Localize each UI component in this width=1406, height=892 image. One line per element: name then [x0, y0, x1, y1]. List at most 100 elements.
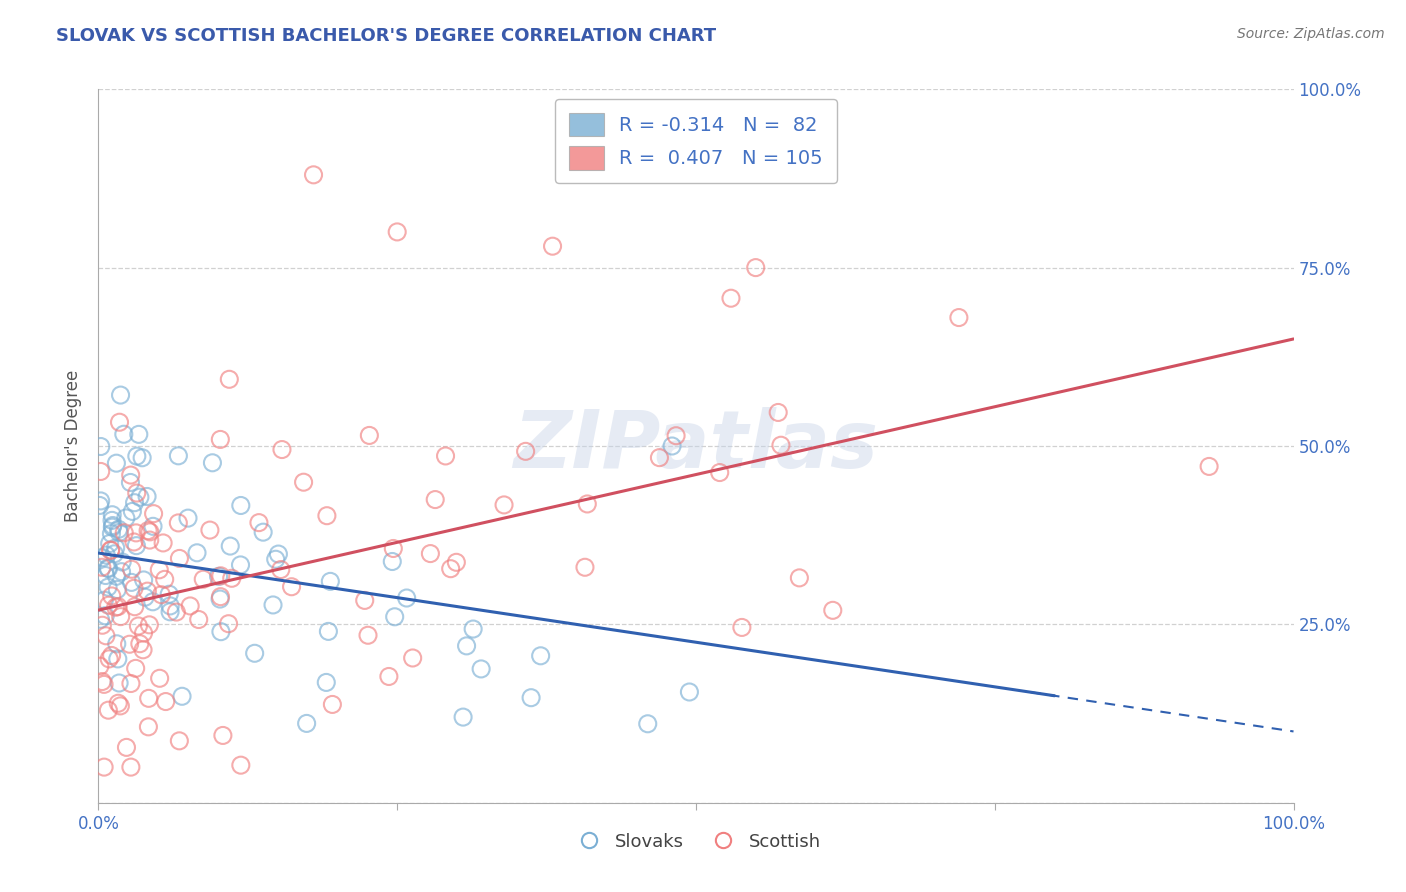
Point: [132, 642, 155, 657]
Point: [124, 496, 146, 510]
Point: [648, 450, 671, 465]
Point: [100, 526, 122, 541]
Point: [515, 444, 537, 458]
Point: [108, 415, 131, 429]
Point: [152, 536, 174, 550]
Point: [91, 550, 114, 565]
Point: [90, 560, 112, 574]
Point: [247, 516, 270, 530]
Point: [107, 696, 129, 710]
Point: [120, 760, 142, 774]
Point: [136, 490, 159, 504]
Point: [637, 716, 659, 731]
Point: [104, 541, 127, 555]
Point: [382, 541, 405, 556]
Point: [948, 310, 970, 325]
Point: [1198, 459, 1220, 474]
Point: [142, 595, 165, 609]
Point: [128, 427, 150, 442]
Point: [319, 574, 342, 589]
Point: [125, 539, 148, 553]
Point: [209, 592, 232, 607]
Point: [209, 624, 232, 639]
Point: [219, 539, 242, 553]
Point: [142, 519, 165, 533]
Point: [94, 568, 117, 582]
Point: [132, 626, 155, 640]
Point: [207, 569, 229, 583]
Point: [89, 659, 111, 673]
Point: [101, 520, 124, 534]
Point: [201, 456, 224, 470]
Point: [167, 516, 190, 530]
Point: [100, 589, 122, 603]
Point: [93, 760, 115, 774]
Point: [492, 498, 515, 512]
Point: [155, 694, 177, 708]
Point: [357, 628, 380, 642]
Point: [302, 168, 325, 182]
Point: [101, 518, 124, 533]
Point: [745, 260, 768, 275]
Point: [425, 492, 447, 507]
Point: [91, 674, 114, 689]
Point: [218, 616, 240, 631]
Point: [262, 598, 284, 612]
Point: [271, 442, 294, 457]
Point: [125, 486, 148, 500]
Point: [218, 372, 240, 386]
Point: [97, 580, 120, 594]
Point: [434, 449, 457, 463]
Point: [108, 525, 131, 540]
Point: [678, 685, 700, 699]
Point: [530, 648, 553, 663]
Point: [118, 637, 141, 651]
Legend: Slovaks, Scottish: Slovaks, Scottish: [564, 826, 828, 858]
Point: [381, 554, 404, 568]
Point: [120, 475, 142, 490]
Point: [159, 605, 181, 619]
Point: [315, 675, 337, 690]
Point: [120, 575, 142, 590]
Point: [138, 691, 160, 706]
Point: [121, 562, 143, 576]
Point: [111, 555, 134, 569]
Point: [229, 758, 252, 772]
Point: [100, 543, 122, 558]
Point: [148, 563, 170, 577]
Point: [112, 525, 135, 540]
Point: [110, 609, 132, 624]
Point: [440, 562, 463, 576]
Point: [821, 603, 844, 617]
Point: [127, 619, 149, 633]
Point: [731, 620, 754, 634]
Point: [100, 648, 122, 663]
Point: [124, 599, 146, 614]
Point: [139, 533, 162, 547]
Point: [128, 490, 150, 504]
Point: [91, 618, 114, 632]
Point: [318, 624, 340, 639]
Point: [120, 676, 142, 690]
Point: [96, 548, 118, 562]
Point: [101, 513, 124, 527]
Point: [90, 440, 112, 454]
Point: [97, 561, 120, 575]
Point: [209, 569, 232, 583]
Point: [385, 225, 409, 239]
Point: [520, 690, 543, 705]
Point: [541, 239, 564, 253]
Point: [105, 456, 128, 470]
Point: [789, 571, 811, 585]
Point: [142, 507, 165, 521]
Text: SLOVAK VS SCOTTISH BACHELOR'S DEGREE CORRELATION CHART: SLOVAK VS SCOTTISH BACHELOR'S DEGREE COR…: [56, 27, 717, 45]
Point: [167, 449, 190, 463]
Point: [280, 580, 302, 594]
Point: [709, 466, 731, 480]
Point: [105, 637, 128, 651]
Point: [108, 676, 131, 690]
Point: [576, 497, 599, 511]
Point: [124, 661, 146, 675]
Point: [451, 710, 474, 724]
Point: [98, 536, 121, 550]
